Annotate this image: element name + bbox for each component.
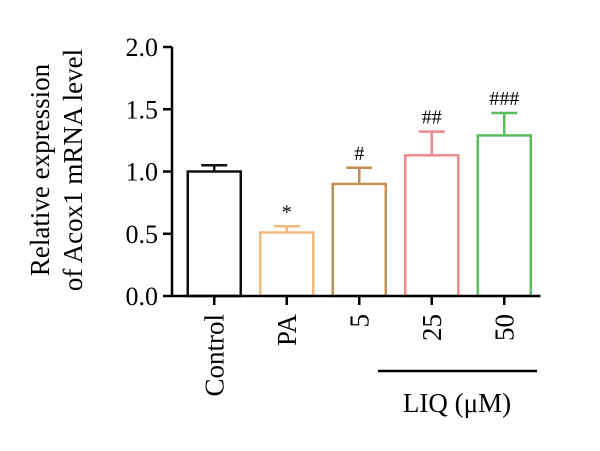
bar (259, 231, 315, 298)
y-tick-label: 1.0 (126, 158, 159, 187)
x-tick-label: 5 (344, 314, 374, 328)
y-axis-title: Relative expression of Acox1 mRNA level (25, 49, 88, 291)
y-tick-label: 2.0 (126, 33, 159, 62)
x-axis: Control PA 5 25 50 (172, 294, 541, 397)
bars: *###### (186, 88, 532, 298)
y-tick-label: 0.5 (126, 220, 159, 249)
bar (404, 154, 460, 298)
y-axis-title-line-1: Relative expression (25, 63, 55, 276)
group-label: LIQ (μM) (403, 388, 511, 418)
significance-label: ### (489, 88, 519, 110)
bar (186, 170, 242, 298)
x-tick-label: 25 (417, 314, 447, 341)
x-tick-label: Control (199, 314, 229, 397)
significance-label: # (354, 143, 364, 165)
y-tick-label: 0.0 (126, 282, 159, 311)
bar (331, 182, 387, 298)
significance-label: ## (422, 107, 442, 129)
bar (476, 134, 532, 298)
x-tick-label: PA (272, 314, 302, 347)
y-tick-label: 1.5 (126, 95, 159, 124)
y-axis: 0.0 0.5 1.0 1.5 2.0 (126, 33, 174, 311)
x-tick-label: 50 (489, 314, 519, 341)
significance-label: * (282, 201, 292, 223)
y-axis-title-line-2: of Acox1 mRNA level (58, 49, 88, 291)
dose-group-bracket: LIQ (μM) (378, 369, 537, 418)
